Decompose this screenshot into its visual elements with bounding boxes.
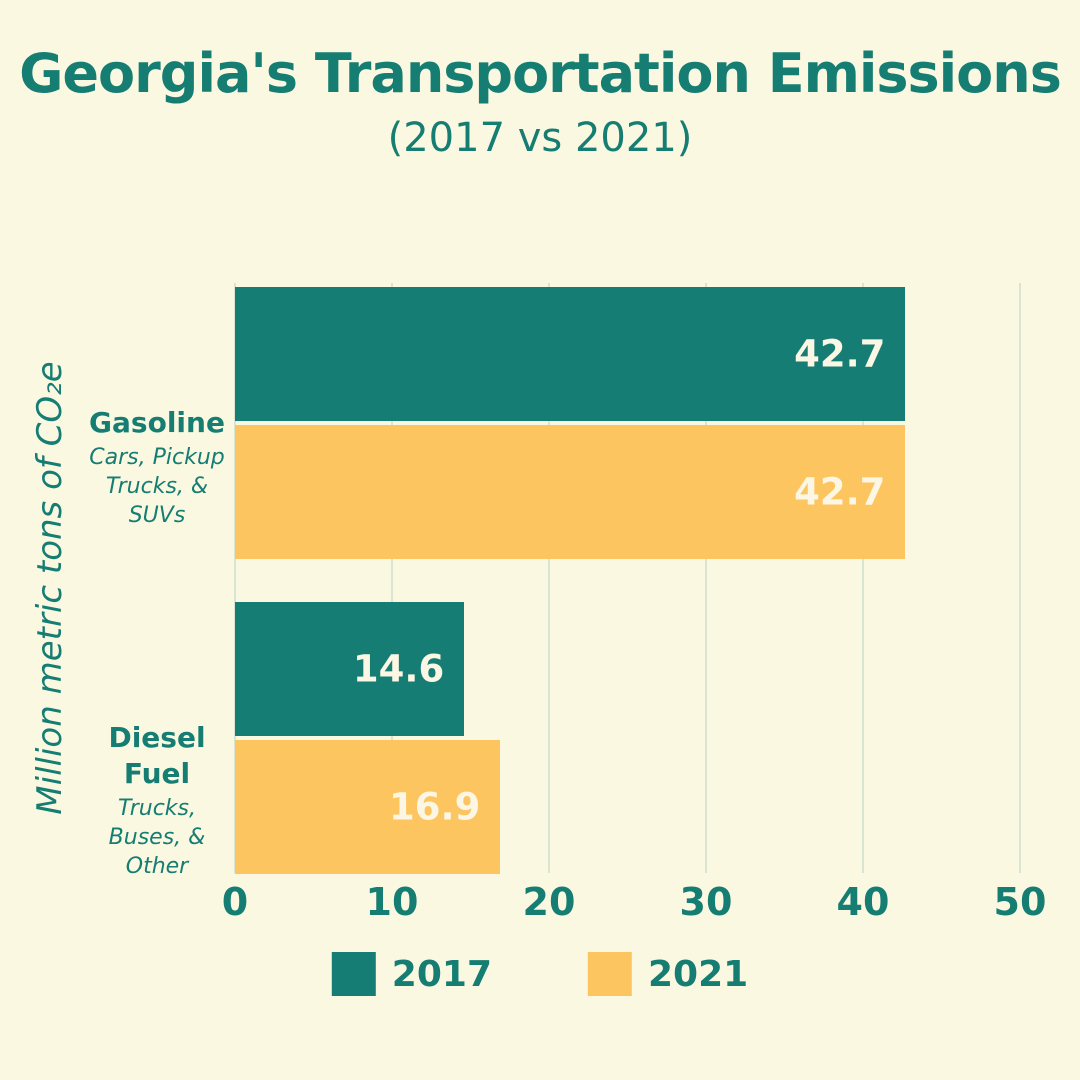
legend-label: 2021 xyxy=(648,953,749,995)
legend: 2017 2021 xyxy=(331,952,748,996)
bar-gasoline-2021: 42.7 xyxy=(235,425,906,559)
x-tick-label-0: 0 xyxy=(221,880,249,924)
chart-header: Georgia's Transportation Emissions (2017… xyxy=(0,42,1080,161)
category-subtitle: Cars, Pickup Trucks, & SUVs xyxy=(89,445,225,528)
bar-diesel-fuel-2021: 16.9 xyxy=(235,740,501,874)
y-axis-label: Million metric tons of CO₂e xyxy=(30,361,70,815)
x-tick-label-30: 30 xyxy=(679,880,733,924)
category-label-diesel-fuel: Diesel Fuel Trucks, Buses, & Other xyxy=(82,720,232,881)
gridline-x-10 xyxy=(391,283,393,873)
x-tick-label-10: 10 xyxy=(365,880,419,924)
gridline-x-40 xyxy=(862,283,864,873)
category-subtitle: Trucks, Buses, & Other xyxy=(108,796,206,879)
x-tick-label-40: 40 xyxy=(836,880,890,924)
bar-diesel-fuel-2017: 14.6 xyxy=(235,602,465,736)
legend-label: 2017 xyxy=(391,953,492,995)
category-title: Diesel Fuel xyxy=(108,721,206,790)
category-title: Gasoline xyxy=(89,406,225,439)
chart-subtitle: (2017 vs 2021) xyxy=(387,115,693,161)
gridline-x-0 xyxy=(234,283,236,873)
bar-gasoline-2017: 42.7 xyxy=(235,287,906,421)
category-label-gasoline: Gasoline Cars, Pickup Trucks, & SUVs xyxy=(82,405,232,530)
gridline-x-20 xyxy=(548,283,550,873)
legend-item-2017: 2017 xyxy=(331,952,492,996)
bar-value-label: 16.9 xyxy=(389,785,481,829)
legend-item-2021: 2021 xyxy=(588,952,748,996)
bar-value-label: 14.6 xyxy=(352,647,445,691)
x-tick-label-20: 20 xyxy=(522,880,576,924)
legend-swatch-2017 xyxy=(331,952,376,996)
bar-value-label: 42.7 xyxy=(794,332,886,376)
gridline-x-50 xyxy=(1019,283,1021,873)
chart-title: Georgia's Transportation Emissions xyxy=(19,42,1062,105)
plot-area: 42.7 42.7 14.6 16.9 xyxy=(234,283,1021,874)
legend-swatch-2021 xyxy=(588,952,632,996)
bar-value-label: 42.7 xyxy=(794,470,886,514)
gridline-x-30 xyxy=(705,283,707,873)
x-tick-label-50: 50 xyxy=(993,880,1047,924)
